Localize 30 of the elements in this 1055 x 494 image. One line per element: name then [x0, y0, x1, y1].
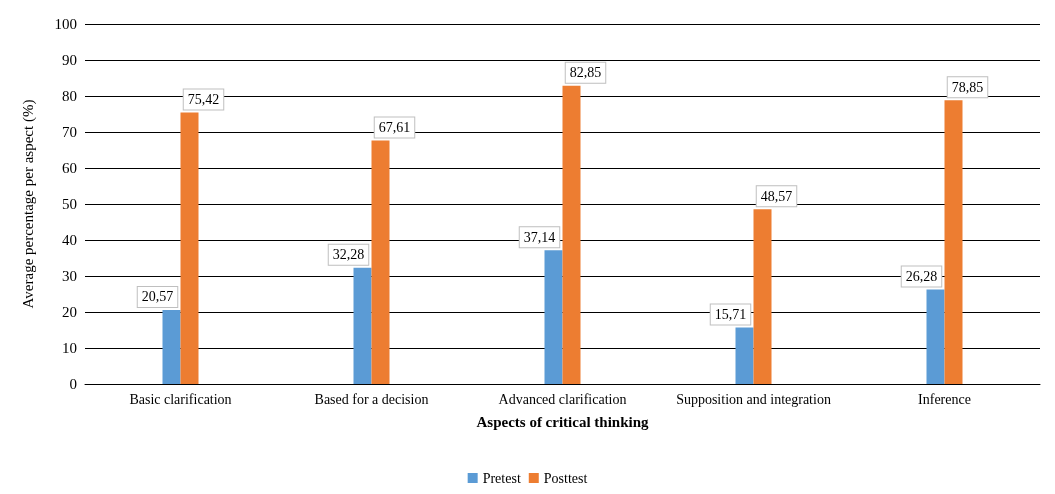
data-label: 48,57 [760, 188, 793, 204]
x-tick-label: Basic clarification [129, 391, 232, 407]
x-tick-label: Supposition and integration [676, 391, 831, 407]
legend-label: Pretest [482, 470, 521, 486]
y-tick-label: 40 [62, 232, 77, 248]
y-tick-label: 0 [69, 376, 77, 392]
y-tick-label: 30 [62, 268, 77, 284]
y-tick-label: 90 [62, 52, 77, 68]
y-tick-label: 10 [62, 340, 77, 356]
legend-label: Posttest [543, 470, 588, 486]
data-label: 82,85 [569, 65, 602, 81]
data-label: 37,14 [523, 229, 556, 245]
data-label: 26,28 [905, 268, 938, 284]
data-label: 20,57 [141, 289, 174, 305]
y-tick-label: 20 [62, 304, 77, 320]
y-axis-title: Average percentage per aspect (%) [19, 99, 37, 309]
y-tick-label: 60 [62, 160, 77, 176]
data-label: 67,61 [378, 120, 411, 136]
data-label: 15,71 [714, 306, 747, 322]
x-axis-title: Aspects of critical thinking [476, 413, 650, 430]
y-tick-label: 100 [54, 16, 77, 32]
data-label: 78,85 [951, 79, 984, 95]
x-tick-label: Inference [918, 391, 971, 407]
data-label: 75,42 [187, 91, 220, 107]
x-tick-label: Advanced clarification [498, 391, 627, 407]
y-tick-label: 70 [62, 124, 77, 140]
y-tick-label: 80 [62, 88, 77, 104]
y-tick-label: 50 [62, 196, 77, 212]
data-label: 32,28 [332, 247, 365, 263]
x-tick-label: Based for a decision [314, 391, 429, 407]
